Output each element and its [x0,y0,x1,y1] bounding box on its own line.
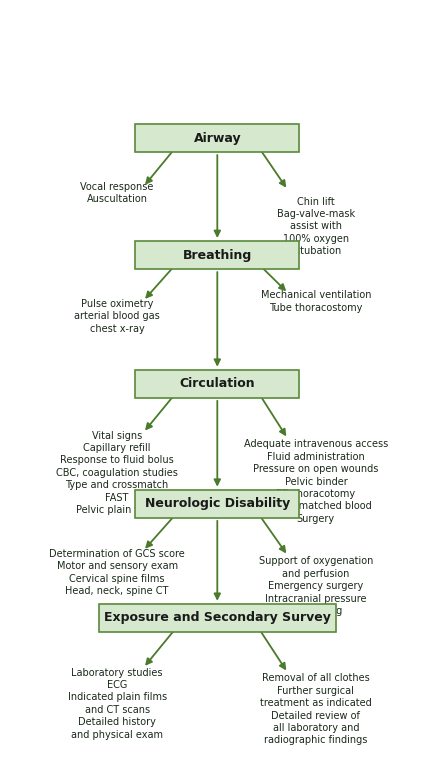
Text: Pulse oximetry
arterial blood gas
chest x-ray: Pulse oximetry arterial blood gas chest … [74,299,160,334]
Text: Vital signs
Capillary refill
Response to fluid bolus
CBC, coagulation studies
Ty: Vital signs Capillary refill Response to… [56,431,178,515]
Text: Support of oxygenation
and perfusion
Emergency surgery
Intracranial pressure
mon: Support of oxygenation and perfusion Eme… [259,556,373,616]
FancyBboxPatch shape [135,370,299,397]
Text: Removal of all clothes
Further surgical
treatment as indicated
Detailed review o: Removal of all clothes Further surgical … [260,673,372,746]
FancyBboxPatch shape [99,604,336,632]
Text: Breathing: Breathing [183,249,252,261]
Text: Determination of GCS score
Motor and sensory exam
Cervical spine films
Head, nec: Determination of GCS score Motor and sen… [49,549,185,596]
Text: Circulation: Circulation [179,377,255,391]
Text: Neurologic Disability: Neurologic Disability [145,497,290,510]
Text: Mechanical ventilation
Tube thoracostomy: Mechanical ventilation Tube thoracostomy [261,290,371,312]
Text: Chin lift
Bag-valve-mask
assist with
100% oxygen
Intubation: Chin lift Bag-valve-mask assist with 100… [277,197,355,256]
FancyBboxPatch shape [135,124,299,152]
Text: Laboratory studies
ECG
Indicated plain films
and CT scans
Detailed history
and p: Laboratory studies ECG Indicated plain f… [67,667,167,739]
FancyBboxPatch shape [135,241,299,269]
Text: Adequate intravenous access
Fluid administration
Pressure on open wounds
Pelvic : Adequate intravenous access Fluid admini… [244,439,388,524]
Text: Exposure and Secondary Survey: Exposure and Secondary Survey [104,611,331,625]
Text: Vocal response
Auscultation: Vocal response Auscultation [81,182,154,204]
FancyBboxPatch shape [135,489,299,518]
Text: Airway: Airway [193,131,241,144]
